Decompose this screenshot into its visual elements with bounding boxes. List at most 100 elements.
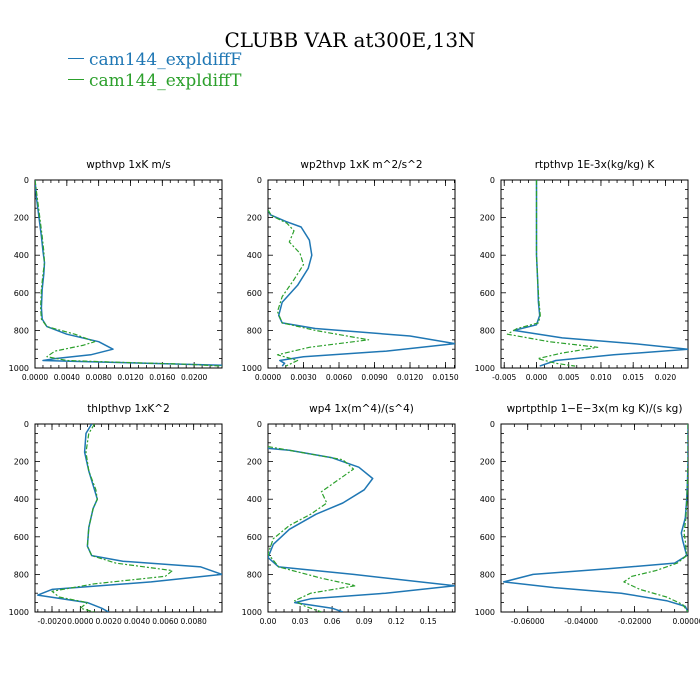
plot-frame bbox=[34, 179, 223, 369]
x-tick-label: 0.0080 bbox=[181, 617, 207, 626]
y-tick-label: 800 bbox=[14, 326, 29, 335]
x-tick-label: -0.0020 bbox=[38, 617, 67, 626]
y-tick-label: 800 bbox=[14, 570, 29, 579]
x-tick-label: -0.06000 bbox=[511, 617, 545, 626]
x-tick-label: 0.0060 bbox=[152, 617, 178, 626]
plot-frame bbox=[500, 423, 689, 613]
plot-frame bbox=[267, 179, 456, 369]
y-tick-label: 200 bbox=[14, 214, 29, 223]
x-tick-label: 0.03 bbox=[292, 617, 309, 626]
x-tick-label: 0.00 bbox=[260, 617, 277, 626]
y-tick-label: 1000 bbox=[475, 608, 495, 617]
series-line-cam144_expldiffT bbox=[35, 180, 222, 367]
y-tick-label: 400 bbox=[14, 495, 29, 504]
y-tick-label: 1000 bbox=[9, 364, 29, 373]
series-line-cam144_expldiffF bbox=[268, 447, 455, 612]
chart-panel: wp2thvp 1xK m^2/s^2020040060080010000.00… bbox=[242, 159, 459, 382]
y-tick-label: 200 bbox=[480, 214, 495, 223]
x-tick-label: 0.0160 bbox=[149, 373, 175, 382]
y-tick-label: 1000 bbox=[475, 364, 495, 373]
legend-item-expldiffF: cam144_expldiffF bbox=[68, 50, 242, 70]
series-line-cam144_expldiffF bbox=[268, 209, 455, 367]
panel-title: wpthvp 1xK m/s bbox=[86, 159, 171, 171]
series-line-cam144_expldiffF bbox=[37, 424, 222, 612]
y-tick-label: 400 bbox=[14, 251, 29, 260]
panel-title: wprtpthlp 1−E−3x(m kg K)/(s kg) bbox=[507, 403, 683, 415]
series-line-cam144_expldiffT bbox=[51, 424, 173, 612]
x-tick-label: 0.015 bbox=[622, 373, 644, 382]
x-tick-label: 0.0000 bbox=[255, 373, 281, 382]
y-tick-label: 600 bbox=[14, 533, 29, 542]
y-tick-label: 0 bbox=[490, 176, 495, 185]
series-line-cam144_expldiffF bbox=[502, 424, 688, 612]
series-line-cam144_expldiffT bbox=[506, 180, 599, 367]
y-tick-label: 800 bbox=[480, 326, 495, 335]
y-tick-label: 1000 bbox=[242, 608, 262, 617]
y-tick-label: 200 bbox=[14, 458, 29, 467]
series-line-cam144_expldiffT bbox=[268, 209, 370, 367]
x-tick-label: 0.09 bbox=[356, 617, 373, 626]
y-tick-label: 1000 bbox=[9, 608, 29, 617]
y-tick-label: 600 bbox=[247, 533, 262, 542]
panel-title: thlpthvp 1xK^2 bbox=[87, 403, 170, 415]
x-tick-label: 0.0120 bbox=[117, 373, 143, 382]
x-tick-label: 0.005 bbox=[558, 373, 580, 382]
y-tick-label: 400 bbox=[480, 495, 495, 504]
x-tick-label: -0.04000 bbox=[564, 617, 598, 626]
y-tick-label: 0 bbox=[24, 420, 29, 429]
series-line-cam144_expldiffT bbox=[623, 424, 688, 612]
x-tick-label: 0.15 bbox=[420, 617, 437, 626]
y-tick-label: 400 bbox=[247, 495, 262, 504]
y-tick-label: 200 bbox=[247, 214, 262, 223]
x-tick-label: 0.0000 bbox=[22, 373, 48, 382]
x-tick-label: 0.0080 bbox=[86, 373, 112, 382]
y-tick-label: 0 bbox=[257, 176, 262, 185]
panel-title: wp4 1x(m^4)/(s^4) bbox=[309, 403, 414, 415]
y-tick-label: 600 bbox=[14, 289, 29, 298]
y-tick-label: 600 bbox=[480, 533, 495, 542]
x-tick-label: 0.0120 bbox=[397, 373, 423, 382]
x-tick-label: 0.010 bbox=[590, 373, 612, 382]
y-tick-label: 800 bbox=[247, 570, 262, 579]
x-tick-label: 0.0000 bbox=[67, 617, 93, 626]
y-tick-label: 800 bbox=[480, 570, 495, 579]
panel-title: wp2thvp 1xK m^2/s^2 bbox=[300, 159, 422, 171]
y-tick-label: 400 bbox=[247, 251, 262, 260]
x-tick-label: 0.12 bbox=[388, 617, 405, 626]
x-tick-label: 0.0150 bbox=[432, 373, 458, 382]
y-tick-label: 600 bbox=[247, 289, 262, 298]
chart-panel: wprtpthlp 1−E−3x(m kg K)/(s kg) 0 200 400 60… bbox=[475, 403, 700, 626]
y-tick-label: 800 bbox=[247, 326, 262, 335]
x-tick-label: 0.020 bbox=[655, 373, 677, 382]
legend-line-icon bbox=[68, 58, 84, 59]
series-line-cam144_expldiffF bbox=[513, 180, 688, 367]
x-tick-label: 0.0060 bbox=[326, 373, 352, 382]
legend-label: cam144_expldiffF bbox=[89, 50, 242, 70]
y-tick-label: 0 bbox=[490, 420, 495, 429]
series-line-cam144_expldiffF bbox=[35, 180, 222, 366]
x-tick-label: 0.0040 bbox=[54, 373, 80, 382]
x-tick-label: -0.02000 bbox=[618, 617, 652, 626]
y-tick-label: 200 bbox=[247, 458, 262, 467]
legend-line-icon bbox=[68, 79, 84, 80]
x-tick-label: -0.005 bbox=[492, 373, 516, 382]
figure-title: CLUBB VAR at300E,13N bbox=[224, 28, 476, 52]
y-tick-label: 1000 bbox=[242, 364, 262, 373]
y-tick-label: 200 bbox=[480, 458, 495, 467]
x-tick-label: 0.06 bbox=[324, 617, 341, 626]
series-line-cam144_expldiffT bbox=[268, 446, 357, 612]
x-tick-label: 0.0090 bbox=[361, 373, 387, 382]
x-tick-label: 0.0030 bbox=[290, 373, 316, 382]
y-tick-label: 0 bbox=[24, 176, 29, 185]
y-tick-label: 0 bbox=[257, 420, 262, 429]
legend-label: cam144_expldiffT bbox=[89, 71, 242, 91]
x-tick-label: 0.000 bbox=[526, 373, 548, 382]
legend-item-expldiffT: cam144_expldiffT bbox=[68, 71, 241, 91]
y-tick-label: 400 bbox=[480, 251, 495, 260]
